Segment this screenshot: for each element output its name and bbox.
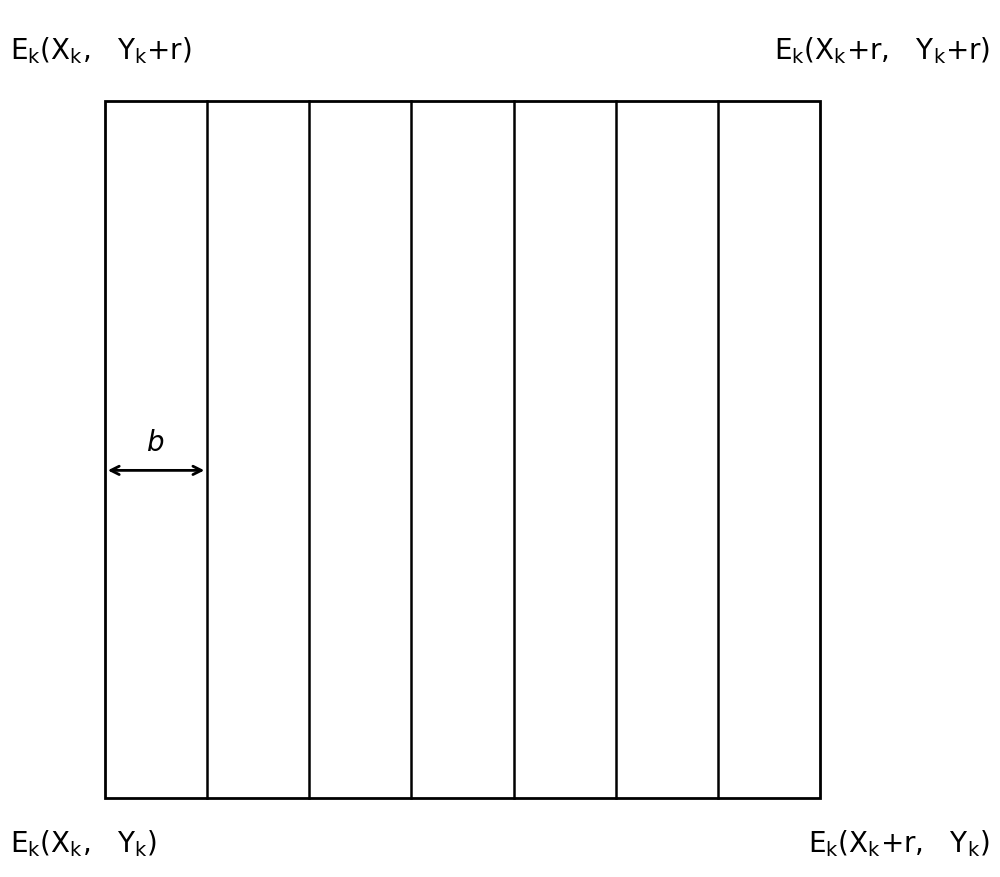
Text: E$_\mathrm{k}$(X$_\mathrm{k}$+r,   Y$_\mathrm{k}$): E$_\mathrm{k}$(X$_\mathrm{k}$+r, Y$_\mat… [808, 829, 990, 859]
Text: E$_\mathrm{k}$(X$_\mathrm{k}$+r,   Y$_\mathrm{k}$+r): E$_\mathrm{k}$(X$_\mathrm{k}$+r, Y$_\mat… [774, 35, 990, 66]
Text: E$_\mathrm{k}$(X$_\mathrm{k}$,   Y$_\mathrm{k}$+r): E$_\mathrm{k}$(X$_\mathrm{k}$, Y$_\mathr… [10, 35, 192, 66]
Bar [105, 101, 820, 798]
Text: E$_\mathrm{k}$(X$_\mathrm{k}$,   Y$_\mathrm{k}$): E$_\mathrm{k}$(X$_\mathrm{k}$, Y$_\mathr… [10, 829, 157, 859]
Text: b: b [147, 429, 165, 457]
